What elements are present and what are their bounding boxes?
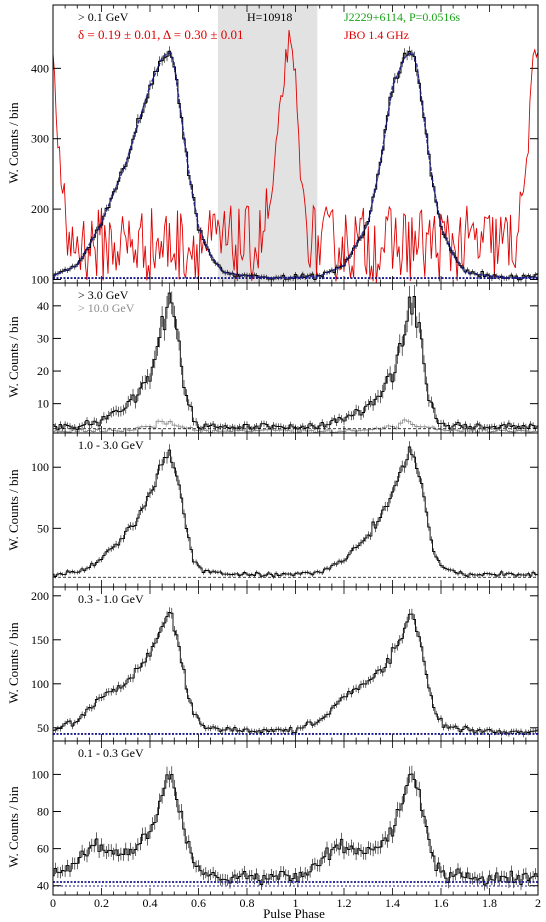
panel-frame [52,586,539,742]
fit-parameters-label: δ = 0.19 ± 0.01, Δ = 0.30 ± 0.01 [78,27,243,42]
y-tick-label: 10 [37,397,49,411]
y-tick-label: 40 [37,299,49,313]
y-tick-label: 80 [37,805,49,819]
y-axis-label-5: W. Counts / bin [6,786,21,868]
y-tick-label: 200 [31,202,49,216]
x-tick-label: 0 [50,896,56,910]
panel-frame [52,432,539,588]
high-energy-line [53,419,538,433]
high-energy-label: > 10.0 GeV [78,301,135,315]
plot-area-5 [53,765,538,891]
energy-label: 1.0 - 3.0 GeV [78,438,144,452]
energy-label: > 0.1 GeV [78,10,129,24]
profile-line [53,292,538,431]
panel-2: 10 20 30 40 > 3.0 GeV> 10.0 GeV [37,282,539,434]
y-tick-label: 150 [31,633,49,647]
x-axis-label: Pulse Phase [263,906,325,921]
plot-area-3 [53,441,538,579]
y-tick-label: 20 [37,364,49,378]
energy-label: 0.3 - 1.0 GeV [78,592,144,606]
htest-label: H=10918 [247,10,292,24]
y-tick-label: 30 [37,331,49,345]
x-tick-label: 2 [535,896,541,910]
pulsar-label: J2229+6114, P=0.0516s [344,10,460,24]
y-tick-label: 100 [31,767,49,781]
off-pulse-region [217,5,318,283]
profile-error-bars [53,441,538,579]
y-axis-label-1: W. Counts / bin [6,102,21,184]
panel-1: 100 200 300 400 > 0.1 GeV δ = 0.19 ± 0.01, Δ … [31,4,539,286]
y-tick-label: 50 [37,521,49,535]
profile-line [53,446,538,578]
y-tick-label: 60 [37,842,49,856]
energy-label: > 3.0 GeV [78,288,129,302]
x-tick-label: 0.2 [94,896,109,910]
x-tick-label: 1.4 [385,896,400,910]
y-axis-label-3: W. Counts / bin [6,469,21,551]
x-tick-label: 1 [293,896,299,910]
y-tick-label: 400 [31,61,49,75]
panel-5: 40 60 80 100 0.1 - 0.3 GeV [31,740,539,896]
y-tick-label: 40 [37,879,49,893]
energy-label: 0.1 - 0.3 GeV [78,746,144,760]
panel-3: 50 100 1.0 - 3.0 GeV [31,432,539,588]
radio-profile-line [53,29,538,283]
profile-line [53,612,538,736]
y-tick-label: 100 [31,460,49,474]
x-tick-label: 1.8 [482,896,497,910]
x-tick-label: 0.6 [191,896,206,910]
plot-area-4 [53,607,538,738]
y-tick-label: 200 [31,589,49,603]
gamma-profile-line [53,50,538,281]
panel-4: 50 100 150 200 0.3 - 1.0 GeV [31,586,539,742]
profile-line [53,773,538,886]
x-tick-label: 1.2 [337,896,352,910]
radio-band-label: JBO 1.4 GHz [344,28,409,42]
y-tick-label: 100 [31,677,49,691]
x-tick-label: 1.6 [434,896,449,910]
y-axis-label-4: W. Counts / bin [6,622,21,704]
x-tick-label: 0.8 [240,896,255,910]
profile-error-bars [53,765,538,891]
y-tick-label: 50 [37,721,49,735]
plot-area-1 [53,5,538,283]
y-tick-label: 300 [31,132,49,146]
y-tick-label: 100 [31,272,49,286]
profile-error-bars [53,607,538,738]
y-axis-label-2: W. Counts / bin [6,316,21,398]
x-tick-label: 0.4 [143,896,158,910]
